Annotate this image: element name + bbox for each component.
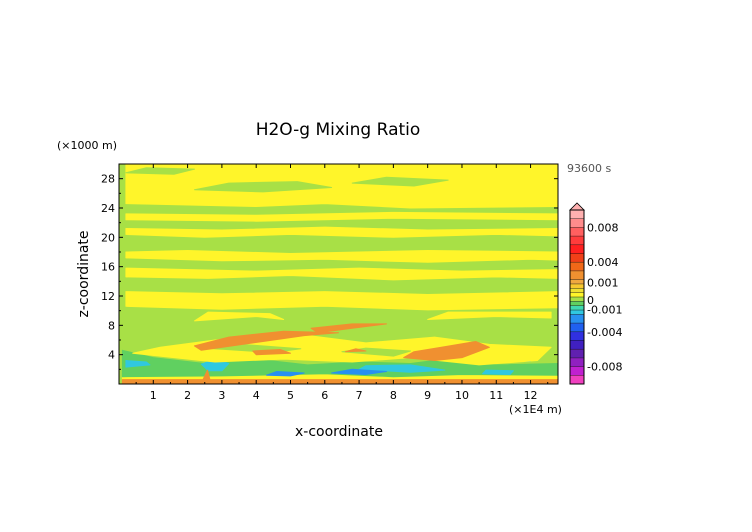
colorbar-swatch-10 (570, 288, 584, 293)
contour-region-23 (125, 211, 558, 222)
x-tick-label: 2 (184, 389, 191, 402)
colorbar-swatch-20 (570, 349, 584, 358)
contour-region-13 (310, 323, 387, 334)
contour-region-4 (358, 364, 446, 373)
contour-region-17 (125, 291, 558, 311)
colorbar-swatch-5 (570, 253, 584, 263)
contour-region-20 (125, 267, 558, 281)
contour-region-15 (252, 349, 291, 356)
x-tick-label: 1 (150, 389, 157, 402)
contour-region-2 (125, 360, 151, 368)
y-tick-label: 12 (101, 290, 115, 303)
colorbar-swatch-23 (570, 375, 584, 384)
colorbar-swatch-14 (570, 305, 584, 311)
colorbar-swatch-4 (570, 244, 584, 254)
colorbar-tick-label: 0 (587, 294, 594, 307)
x-axis-label: x-coordinate (295, 424, 383, 440)
contour-region-26 (351, 176, 449, 187)
chart-title: H2O-g Mixing Ratio (256, 120, 421, 140)
y-axis: 4 8 12 16 20 24 28 (101, 173, 558, 370)
colorbar-swatch-3 (570, 236, 584, 245)
contour-region-29 (202, 369, 211, 381)
contour-region-28 (121, 379, 558, 384)
colorbar-tick-label: 0.001 (587, 276, 619, 289)
colorbar-swatch-9 (570, 283, 584, 289)
colorbar-swatch-13 (570, 301, 584, 306)
contour-region-16 (344, 348, 367, 353)
y-tick-label: 8 (108, 319, 115, 332)
contour-region-19 (427, 311, 552, 320)
x-tick-label: 7 (356, 389, 363, 402)
x-tick-label: 9 (424, 389, 431, 402)
contour-region-14 (403, 341, 490, 361)
x-tick-label: 12 (524, 389, 538, 402)
plot-area (119, 164, 558, 384)
contour-region-24 (125, 164, 558, 209)
colorbar-swatch-16 (570, 314, 584, 324)
colorbar-swatch-6 (570, 262, 584, 271)
time-label: 93600 s (567, 162, 611, 175)
colorbar-swatch-21 (570, 357, 584, 367)
colorbar-tick-label: -0.001 (587, 304, 622, 317)
x-tick-label: 10 (455, 389, 469, 402)
colorbar-swatch-0 (570, 210, 584, 219)
x-tick-label: 8 (390, 389, 397, 402)
contour-region-6 (482, 369, 514, 375)
colorbar-swatch-7 (570, 270, 584, 280)
colorbar-swatch-11 (570, 292, 584, 297)
colorbar-swatch-2 (570, 227, 584, 237)
y-tick-label: 20 (101, 231, 115, 244)
colorbar-swatch-8 (570, 279, 584, 284)
colorbar-swatch-15 (570, 310, 584, 315)
x-tick-label: 4 (253, 389, 260, 402)
contour-region-25 (194, 181, 333, 193)
contour-region-27 (125, 167, 195, 175)
y-tick-label: 24 (101, 202, 115, 215)
x-tick-label: 6 (321, 389, 328, 402)
y-tick-label: 4 (108, 349, 115, 362)
colorbar: 0.008 0.004 0.001 0-0.001 -0.004 -0.008 (569, 202, 622, 385)
colorbar-tick-label: -0.008 (587, 361, 622, 374)
y-unit-label: (×1000 m) (57, 139, 117, 152)
contour-region-12 (194, 330, 339, 351)
colorbar-swatch-12 (570, 297, 584, 302)
colorbar-swatch-1 (570, 218, 584, 228)
colorbar-swatch-19 (570, 340, 584, 350)
contour-region-7 (266, 371, 305, 377)
y-tick-label: 16 (101, 261, 115, 274)
plot-frame (118, 163, 559, 385)
contour-region-22 (125, 226, 558, 238)
x-tick-label: 3 (218, 389, 225, 402)
x-unit-label: (×1E4 m) (509, 403, 562, 416)
colorbar-tick-label: 0.004 (587, 256, 619, 269)
colorbar-swatch-18 (570, 331, 584, 341)
colorbar-tick-label: -0.004 (587, 326, 622, 339)
colorbar-tick-label: 0.008 (587, 221, 619, 234)
x-tick-label: 5 (287, 389, 294, 402)
contour-region-18 (194, 311, 285, 322)
contour-region-21 (125, 250, 558, 263)
contour-region-8 (331, 368, 387, 375)
colorbar-swatch-17 (570, 323, 584, 332)
x-tick-label: 11 (489, 389, 503, 402)
colorbar-frame (569, 209, 585, 385)
colorbar-swatch-22 (570, 366, 584, 376)
y-axis-label: z-coordinate (76, 230, 92, 317)
y-tick-label: 28 (101, 173, 115, 186)
x-axis: 1 2 3 4 5 6 7 8 9 10 11 12 (135, 164, 549, 402)
colorbar-overflow-triangle (569, 202, 585, 211)
